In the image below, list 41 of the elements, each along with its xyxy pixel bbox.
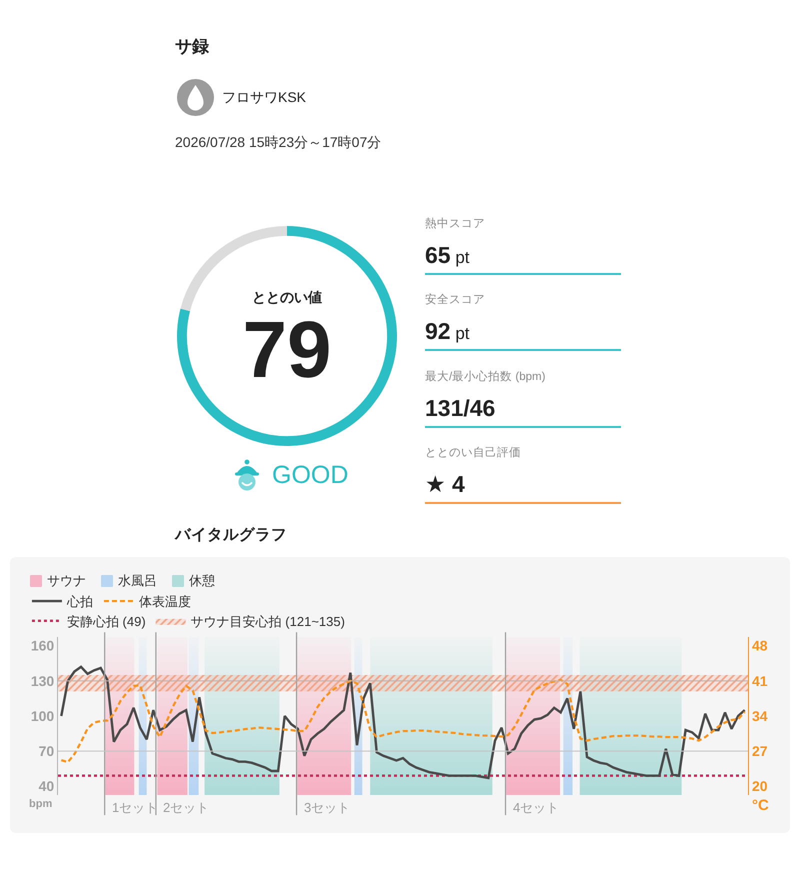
text: 熱中スコア xyxy=(425,217,485,231)
line-series xyxy=(60,678,746,764)
legend-label: 安静心拍 (49) xyxy=(66,614,146,629)
y-axis-title: bpm xyxy=(29,798,52,810)
y2-tick-label: 27 xyxy=(752,743,768,760)
donut-slice xyxy=(177,226,397,446)
text: ★ 4 xyxy=(425,471,465,497)
text: 131/46 xyxy=(425,395,496,421)
text: 安全スコア xyxy=(425,293,485,307)
y-tick-label: 70 xyxy=(38,743,54,760)
legend-label: 体表温度 xyxy=(138,594,191,610)
y-tick-label: 160 xyxy=(30,638,54,654)
text: ととのい値 xyxy=(251,288,323,306)
y-tick-label: 40 xyxy=(38,778,54,794)
y2-tick-label: 34 xyxy=(752,708,768,724)
text: 92 pt xyxy=(425,318,470,344)
text: 最大/最小心拍数 (bpm) xyxy=(425,370,546,384)
y2-axis-title: °C xyxy=(752,797,769,814)
line-series xyxy=(60,666,746,780)
legend-label: サウナ目安心拍 (121~135) xyxy=(190,614,345,629)
text: フロサワKSK xyxy=(222,88,306,106)
chart-title: バイタルグラフ xyxy=(174,526,287,544)
y2-tick-label: 48 xyxy=(752,638,768,654)
text: サウナ xyxy=(47,573,86,588)
text: ととのい自己評価 xyxy=(425,446,521,460)
text: サ録 xyxy=(175,36,209,58)
text: 1セット xyxy=(112,800,158,815)
text: 3セット xyxy=(304,800,350,815)
text: 2セット xyxy=(163,800,210,815)
legend-label: 心拍 xyxy=(66,594,93,610)
y-tick-label: 130 xyxy=(30,672,54,689)
y2-tick-label: 20 xyxy=(752,778,768,794)
text: 水風呂 xyxy=(118,573,157,588)
text: 79 xyxy=(242,305,332,394)
text: 4セット xyxy=(513,800,560,815)
text: GOOD xyxy=(272,460,348,490)
text: 休憩 xyxy=(189,573,215,588)
y2-tick-label: 41 xyxy=(752,672,768,689)
y-tick-label: 100 xyxy=(30,708,54,724)
text: 2026/07/28 15時23分～17時07分 xyxy=(175,133,382,151)
text: 65 pt xyxy=(425,242,470,268)
